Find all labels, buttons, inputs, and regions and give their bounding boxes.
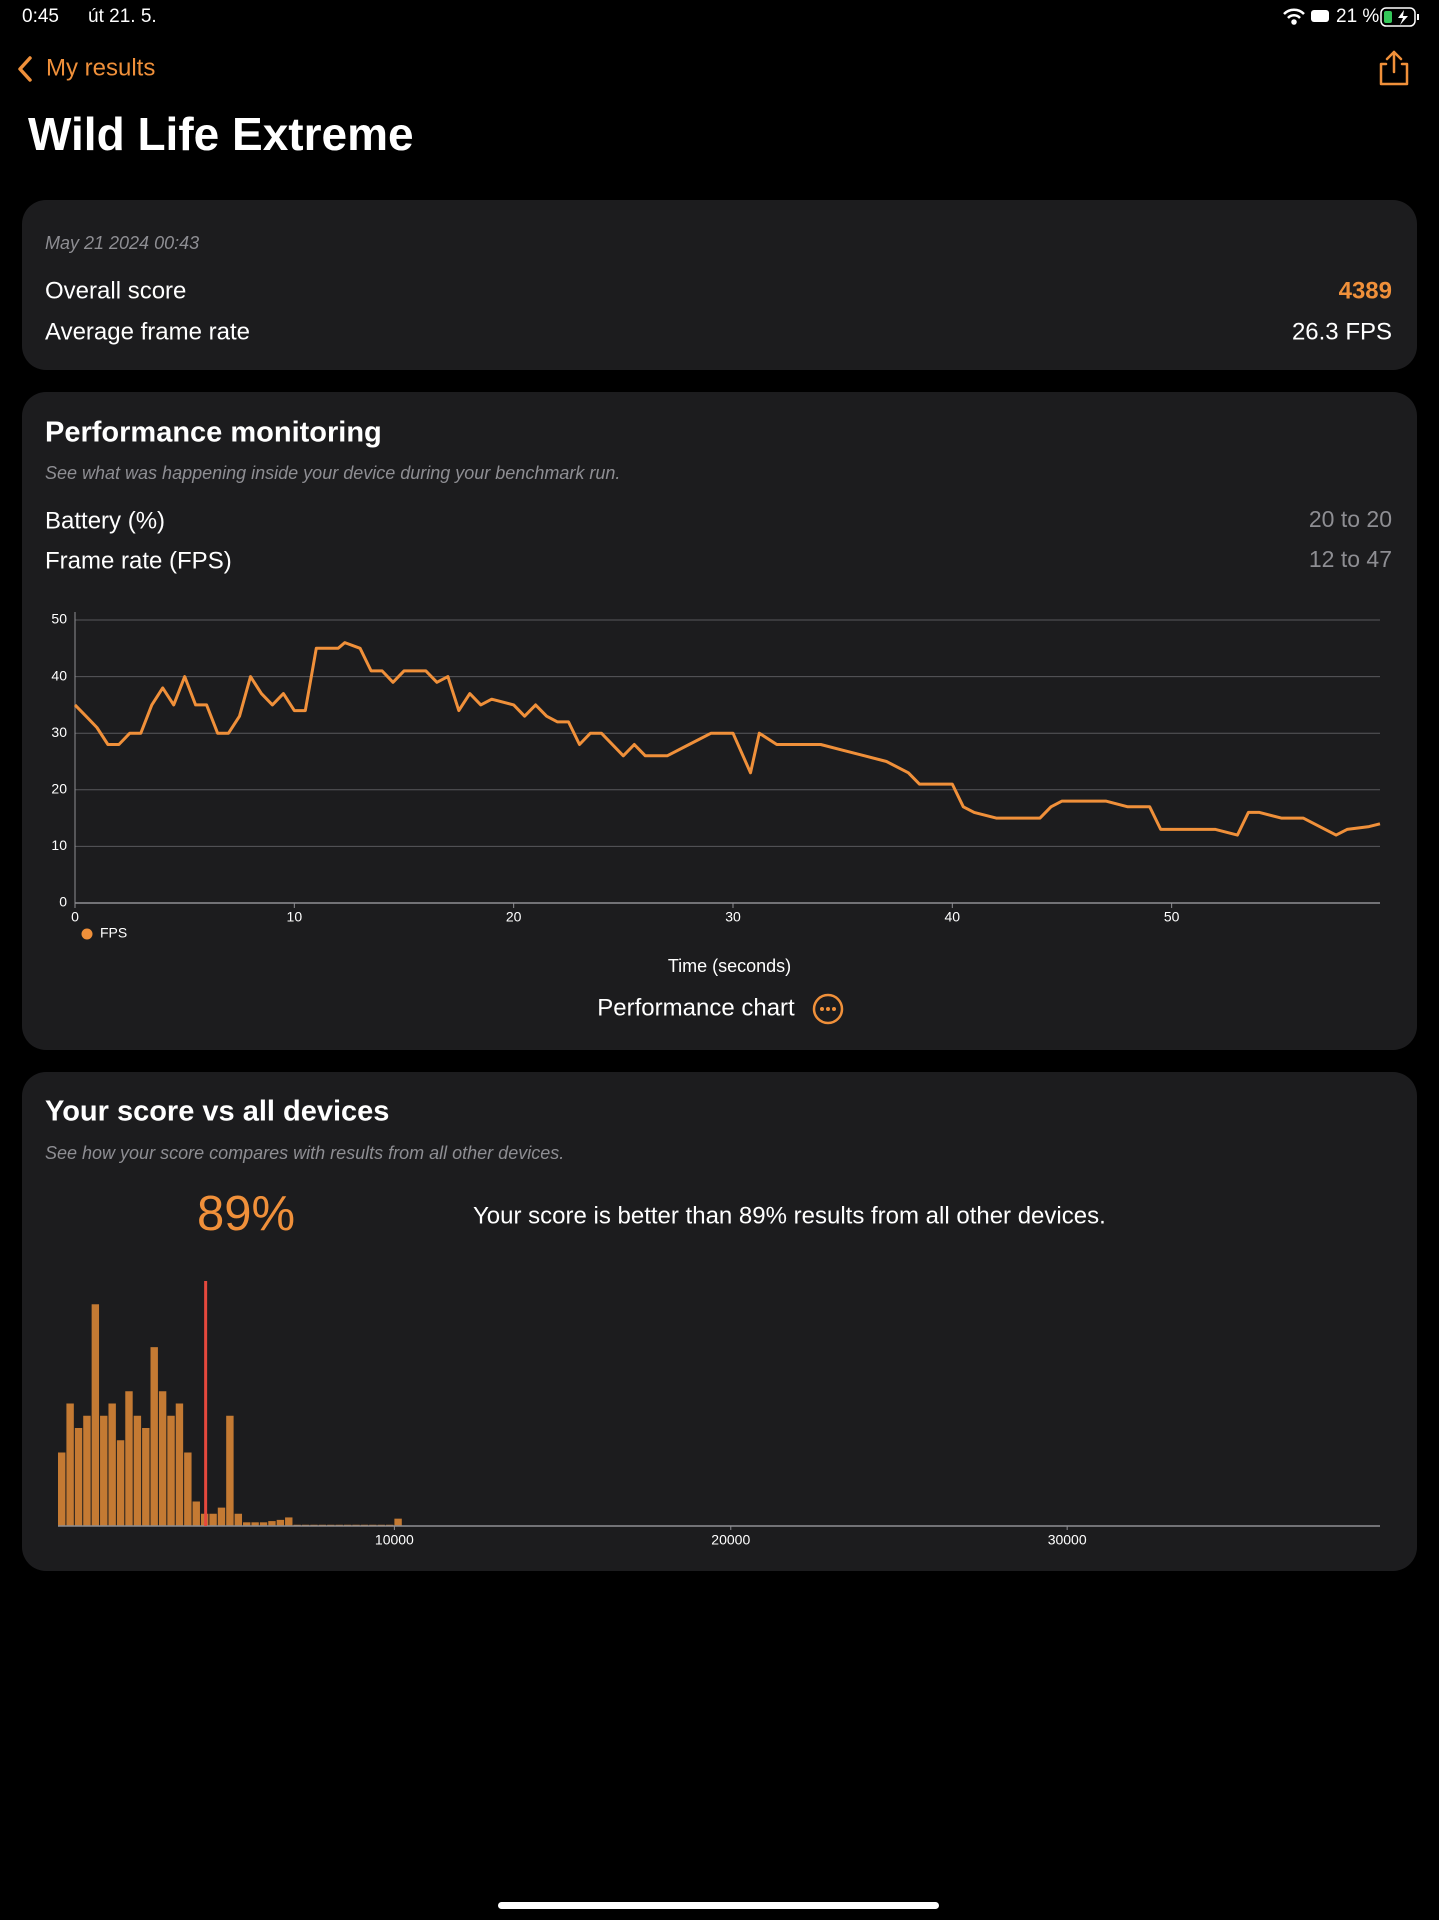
histogram-bar bbox=[175, 1403, 184, 1526]
comparison-card bbox=[22, 1072, 1417, 1571]
histogram-bar bbox=[192, 1501, 200, 1526]
y-tick-label: 40 bbox=[51, 667, 67, 683]
fps-chart: 0 10 20 30 40 50 0 10 20 30 40 50 FPS Time (seconds) bbox=[51, 611, 1381, 976]
card-subtitle: See how your score compares with results… bbox=[45, 1143, 564, 1163]
histogram-bar bbox=[209, 1513, 217, 1526]
x-tick-label: 30000 bbox=[1048, 1532, 1087, 1548]
row-label: Battery (%) bbox=[45, 507, 165, 534]
status-battery: 21 % bbox=[1336, 6, 1379, 27]
y-tick-label: 50 bbox=[51, 611, 67, 627]
status-date: út 21. 5. bbox=[88, 6, 157, 27]
battery-icon bbox=[1380, 7, 1419, 27]
histogram-bar bbox=[66, 1403, 74, 1526]
row-value: 20 to 20 bbox=[1309, 506, 1392, 532]
performance-chart-button[interactable]: Performance chart bbox=[597, 994, 795, 1021]
result-date: May 21 2024 00:43 bbox=[45, 233, 199, 253]
x-axis-label: Time (seconds) bbox=[668, 956, 791, 976]
x-tick-label: 20000 bbox=[711, 1532, 750, 1548]
histogram-bar bbox=[276, 1519, 285, 1526]
share-button[interactable] bbox=[1379, 50, 1409, 86]
card-subtitle: See what was happening inside your devic… bbox=[45, 463, 620, 483]
x-tick-label: 20 bbox=[506, 909, 522, 925]
histogram-bar bbox=[116, 1440, 125, 1526]
x-tick-label: 40 bbox=[945, 909, 961, 925]
histogram-bar bbox=[74, 1428, 83, 1526]
page-title: Wild Life Extreme bbox=[28, 108, 414, 160]
row-value: 26.3 FPS bbox=[1292, 318, 1392, 345]
x-tick-label: 10 bbox=[287, 909, 303, 925]
more-icon[interactable] bbox=[812, 993, 844, 1025]
percentile-text: Your score is better than 89% results fr… bbox=[473, 1202, 1106, 1229]
histogram-bar bbox=[184, 1452, 192, 1526]
row-value: 12 to 47 bbox=[1309, 546, 1392, 572]
legend-swatch bbox=[81, 928, 93, 940]
histogram-bar bbox=[259, 1522, 268, 1526]
car-icon bbox=[1311, 10, 1329, 22]
histogram-bar bbox=[285, 1517, 293, 1526]
row-label: Overall score bbox=[45, 277, 186, 304]
row-label: Frame rate (FPS) bbox=[45, 547, 232, 574]
overall-score: 4389 bbox=[1339, 277, 1392, 304]
histogram-bar bbox=[100, 1415, 108, 1526]
score-distribution: 10000 20000 30000 bbox=[58, 1281, 1380, 1548]
x-tick-label: 0 bbox=[71, 909, 79, 925]
histogram-bar bbox=[268, 1521, 276, 1526]
summary-card bbox=[22, 200, 1417, 370]
performance-card bbox=[22, 392, 1417, 1050]
x-tick-label: 30 bbox=[725, 909, 741, 925]
histogram-bar bbox=[125, 1391, 133, 1526]
histogram-bar bbox=[394, 1518, 402, 1526]
histogram-bar bbox=[58, 1452, 66, 1526]
wifi-icon bbox=[1283, 8, 1305, 25]
percentile: 89% bbox=[197, 1187, 295, 1241]
y-tick-label: 0 bbox=[59, 894, 67, 910]
histogram-bar bbox=[150, 1347, 158, 1526]
histogram-bar bbox=[158, 1391, 167, 1526]
histogram-bar bbox=[243, 1522, 251, 1526]
back-button[interactable]: My results bbox=[46, 54, 155, 81]
row-label: Average frame rate bbox=[45, 318, 250, 345]
y-tick-label: 10 bbox=[51, 837, 67, 853]
fps-line bbox=[73, 641, 1381, 837]
histogram-bar bbox=[167, 1415, 175, 1526]
histogram-bar bbox=[83, 1415, 91, 1526]
histogram-bar bbox=[234, 1513, 243, 1526]
legend-label: FPS bbox=[100, 925, 127, 941]
y-tick-label: 30 bbox=[51, 724, 67, 740]
histogram-bar bbox=[217, 1507, 226, 1526]
histogram-bar bbox=[226, 1415, 234, 1526]
card-title: Your score vs all devices bbox=[45, 1096, 389, 1128]
x-tick-label: 50 bbox=[1164, 909, 1180, 925]
x-tick-label: 10000 bbox=[375, 1532, 414, 1548]
back-chevron[interactable] bbox=[18, 56, 32, 82]
histogram-bar bbox=[133, 1415, 142, 1526]
histogram-bar bbox=[91, 1304, 100, 1526]
status-time: 0:45 bbox=[22, 6, 59, 27]
home-indicator bbox=[498, 1902, 939, 1909]
histogram-bar bbox=[251, 1522, 259, 1526]
y-tick-label: 20 bbox=[51, 781, 67, 797]
histogram-bar bbox=[142, 1428, 150, 1526]
card-title: Performance monitoring bbox=[45, 417, 382, 449]
histogram-bar bbox=[108, 1403, 116, 1526]
